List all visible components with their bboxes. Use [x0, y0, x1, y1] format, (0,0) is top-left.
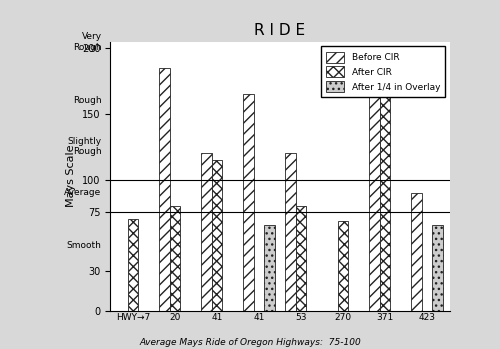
- Bar: [202, 153, 212, 311]
- Text: Rough: Rough: [73, 96, 102, 105]
- Bar: [296, 206, 306, 311]
- Bar: [128, 219, 138, 311]
- Bar: [380, 94, 390, 311]
- Bar: [244, 94, 254, 311]
- Bar: [411, 193, 422, 311]
- Bar: [160, 68, 170, 311]
- Text: Average: Average: [64, 188, 102, 197]
- Text: Average Mays Ride of Oregon Highways:  75-100: Average Mays Ride of Oregon Highways: 75…: [139, 338, 361, 347]
- Legend: Before CIR, After CIR, After 1/4 in Overlay: Before CIR, After CIR, After 1/4 in Over…: [321, 46, 446, 97]
- Bar: [170, 206, 180, 311]
- Bar: [212, 160, 222, 311]
- Text: Very
Rough: Very Rough: [73, 32, 102, 52]
- Text: Slightly
Rough: Slightly Rough: [68, 137, 102, 156]
- Bar: [338, 222, 348, 311]
- Text: Smooth: Smooth: [67, 240, 102, 250]
- Y-axis label: Mays Scale: Mays Scale: [66, 145, 76, 208]
- Bar: [432, 225, 442, 311]
- Title: R I D E: R I D E: [254, 23, 306, 38]
- Bar: [369, 88, 380, 311]
- Bar: [285, 153, 296, 311]
- Bar: [264, 225, 275, 311]
